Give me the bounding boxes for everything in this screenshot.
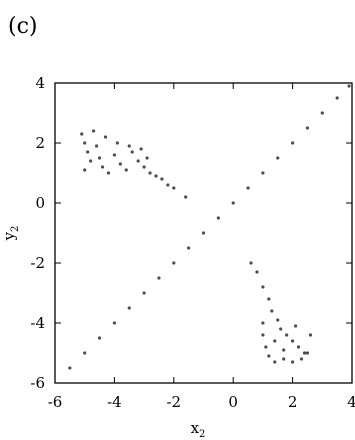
data-point [172, 186, 176, 190]
data-point [172, 261, 176, 265]
data-point [97, 336, 102, 340]
data-point [267, 297, 271, 301]
x-axis-label-main: x [191, 419, 200, 437]
data-point [246, 186, 250, 190]
data-point [80, 132, 84, 136]
data-point [89, 159, 93, 163]
data-point [216, 216, 220, 220]
data-point [285, 333, 289, 337]
data-point [231, 201, 235, 205]
data-point [296, 345, 301, 349]
x-tick-label: 4 [347, 393, 355, 411]
data-point [136, 159, 140, 163]
data-point [261, 333, 265, 337]
x-tick-label: 0 [228, 393, 238, 411]
data-point [347, 84, 351, 88]
data-point [291, 360, 295, 364]
data-point [142, 165, 146, 169]
data-point [130, 150, 134, 154]
data-point [68, 366, 72, 370]
data-point [305, 126, 310, 130]
data-point [261, 171, 265, 175]
data-point [106, 171, 111, 175]
data-point [267, 354, 271, 358]
data-point [83, 351, 87, 355]
data-point [118, 162, 122, 166]
x-axis-label: x2 [191, 419, 206, 440]
data-point [308, 333, 313, 337]
data-point [282, 357, 286, 361]
data-point [291, 339, 295, 343]
data-point [83, 168, 87, 172]
data-point [86, 150, 90, 154]
data-point [148, 171, 152, 175]
x-tick-label: -4 [107, 393, 122, 411]
y-tick-label: 2 [35, 134, 45, 152]
data-point [255, 270, 259, 274]
axis-ticks [54, 82, 353, 384]
data-point [184, 195, 188, 199]
data-point [282, 348, 286, 352]
data-point [261, 321, 265, 325]
plot-area [54, 82, 353, 384]
data-point [276, 318, 280, 322]
y-axis-label: y2 [0, 226, 21, 242]
data-point [145, 156, 149, 160]
data-point [320, 111, 324, 115]
y-tick-labels: -6 -4 -2 0 2 4 [30, 74, 45, 392]
y-tick-label: 4 [35, 74, 45, 92]
y-axis-label-subscript: 2 [10, 226, 21, 232]
y-tick-label: -4 [30, 314, 45, 332]
data-point [139, 147, 143, 151]
x-tick-labels: -6 -4 -2 0 2 4 [48, 393, 355, 411]
data-point [97, 156, 102, 160]
data-point [142, 291, 146, 295]
data-point [127, 144, 131, 148]
data-point [261, 285, 265, 289]
x-tick-label: -6 [48, 393, 63, 411]
y-tick-label: 0 [35, 194, 45, 212]
data-point [270, 309, 274, 313]
data-points [68, 84, 351, 370]
data-point [124, 168, 128, 172]
x-tick-label: 2 [288, 393, 298, 411]
y-tick-label: -2 [30, 254, 45, 272]
data-point [264, 345, 268, 349]
y-axis-label-main: y [0, 231, 18, 241]
data-point [273, 360, 277, 364]
x-axis-label-subscript: 2 [199, 429, 205, 440]
data-point [305, 351, 310, 355]
data-point [293, 324, 298, 328]
data-point [160, 177, 164, 181]
data-point [335, 96, 339, 100]
data-point [115, 141, 119, 145]
data-point [92, 129, 96, 133]
data-point [299, 357, 304, 361]
x-tick-label: -2 [166, 393, 181, 411]
data-point [127, 306, 131, 310]
data-point [291, 141, 295, 145]
data-point [94, 144, 99, 148]
data-point [100, 165, 105, 169]
data-point [249, 261, 253, 265]
y-tick-label: -6 [30, 374, 45, 392]
data-point [157, 276, 161, 280]
data-point [166, 183, 170, 187]
data-point [273, 339, 277, 343]
plot-frame [54, 82, 353, 384]
data-point [302, 351, 307, 355]
data-point [112, 321, 116, 325]
data-point [154, 174, 158, 178]
data-point [103, 135, 108, 139]
data-point [279, 327, 283, 331]
data-point [276, 156, 280, 160]
data-point [83, 141, 87, 145]
panel-label: (c) [8, 14, 38, 39]
data-point [112, 153, 116, 157]
data-point [187, 246, 191, 250]
data-point [201, 231, 206, 235]
